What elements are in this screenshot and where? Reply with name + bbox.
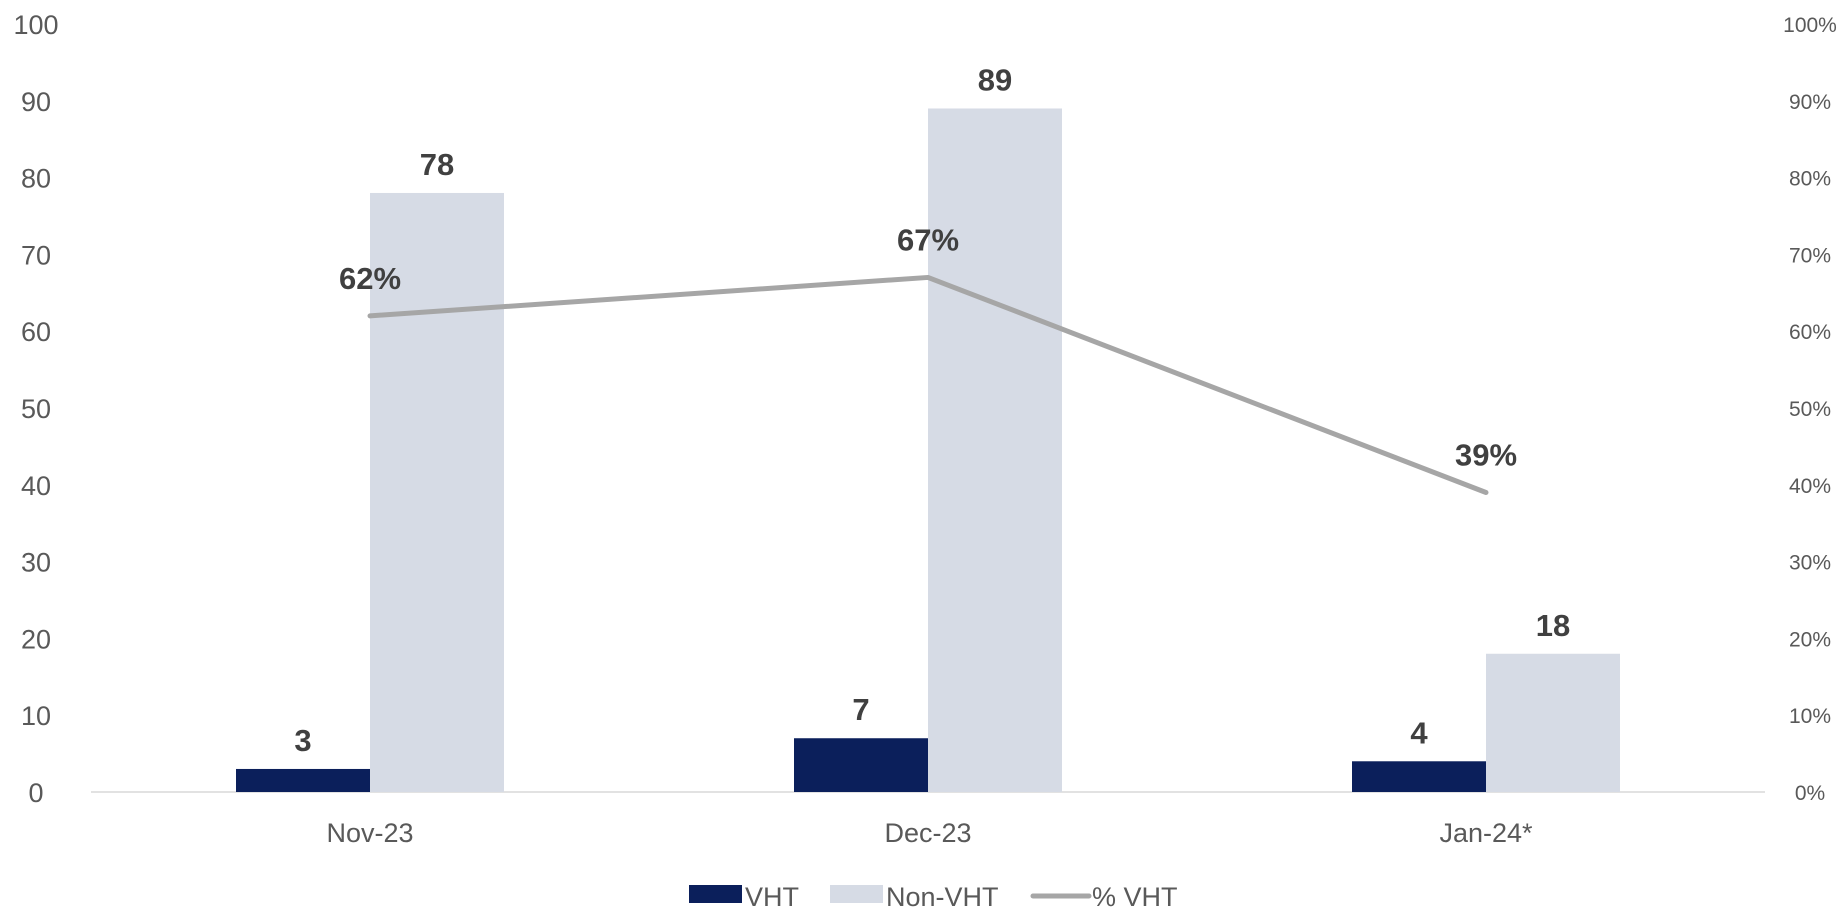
line-series: 62% 67% 39% bbox=[339, 222, 1517, 495]
right-y-tick-label: 90% bbox=[1789, 91, 1831, 114]
non-vht-data-label: 89 bbox=[978, 62, 1012, 97]
left-y-tick-label: 70 bbox=[21, 240, 51, 270]
non-vht-data-label: 18 bbox=[1536, 608, 1570, 643]
right-y-tick-label: 10% bbox=[1789, 705, 1831, 728]
left-y-tick-label: 20 bbox=[21, 624, 51, 654]
right-y-tick-label: 80% bbox=[1789, 168, 1831, 191]
left-y-tick-label: 60 bbox=[21, 317, 51, 347]
right-y-tick-label: 70% bbox=[1789, 244, 1831, 267]
non-vht-bar bbox=[1486, 653, 1620, 792]
left-y-tick-label: 40 bbox=[21, 471, 51, 501]
non-vht-bar bbox=[370, 192, 504, 792]
right-y-tick-label: 60% bbox=[1789, 321, 1831, 344]
axes: 0 10 20 30 40 50 60 70 80 90 100 0% 10% 20% 30% 40% 50% 6… bbox=[13, 10, 1836, 848]
percent-vht-data-label: 39% bbox=[1455, 437, 1517, 472]
left-y-tick-label: 10 bbox=[21, 701, 51, 731]
right-y-tick-label: 100% bbox=[1783, 14, 1837, 37]
x-tick-label: Dec-23 bbox=[884, 818, 971, 848]
left-y-tick-label: 30 bbox=[21, 548, 51, 578]
left-y-tick-label: 80 bbox=[21, 164, 51, 194]
bar-series: 3 78 7 89 4 18 bbox=[236, 62, 1620, 793]
right-y-tick-label: 20% bbox=[1789, 628, 1831, 651]
vht-data-label: 3 bbox=[294, 723, 311, 758]
left-y-tick-label: 0 bbox=[28, 778, 43, 808]
non-vht-bar bbox=[928, 108, 1062, 793]
right-y-tick-label: 50% bbox=[1789, 398, 1831, 421]
non-vht-data-label: 78 bbox=[420, 147, 454, 182]
vht-legend-label: VHT bbox=[745, 882, 799, 909]
right-y-tick-label: 30% bbox=[1789, 552, 1831, 575]
non-vht-legend-swatch bbox=[830, 885, 883, 903]
percent-vht-data-label: 62% bbox=[339, 261, 401, 296]
percent-vht-line bbox=[367, 274, 1489, 495]
legend: VHT Non-VHT % VHT bbox=[689, 882, 1178, 909]
vht-bar bbox=[794, 738, 928, 792]
vht-data-label: 7 bbox=[852, 692, 869, 727]
x-tick-label: Nov-23 bbox=[326, 818, 413, 848]
right-y-tick-label: 40% bbox=[1789, 475, 1831, 498]
left-y-tick-label: 90 bbox=[21, 87, 51, 117]
non-vht-legend-label: Non-VHT bbox=[886, 882, 999, 909]
vht-bar bbox=[236, 768, 370, 792]
left-y-tick-label: 100 bbox=[13, 10, 58, 40]
vht-bar bbox=[1352, 761, 1486, 792]
right-y-tick-label: 0% bbox=[1795, 782, 1825, 805]
x-tick-label: Jan-24* bbox=[1439, 818, 1533, 848]
vht-legend-swatch bbox=[689, 885, 742, 903]
percent-vht-legend-label: % VHT bbox=[1092, 882, 1178, 909]
percent-vht-data-label: 67% bbox=[897, 222, 959, 257]
vht-data-label: 4 bbox=[1410, 715, 1428, 750]
left-y-tick-label: 50 bbox=[21, 394, 51, 424]
